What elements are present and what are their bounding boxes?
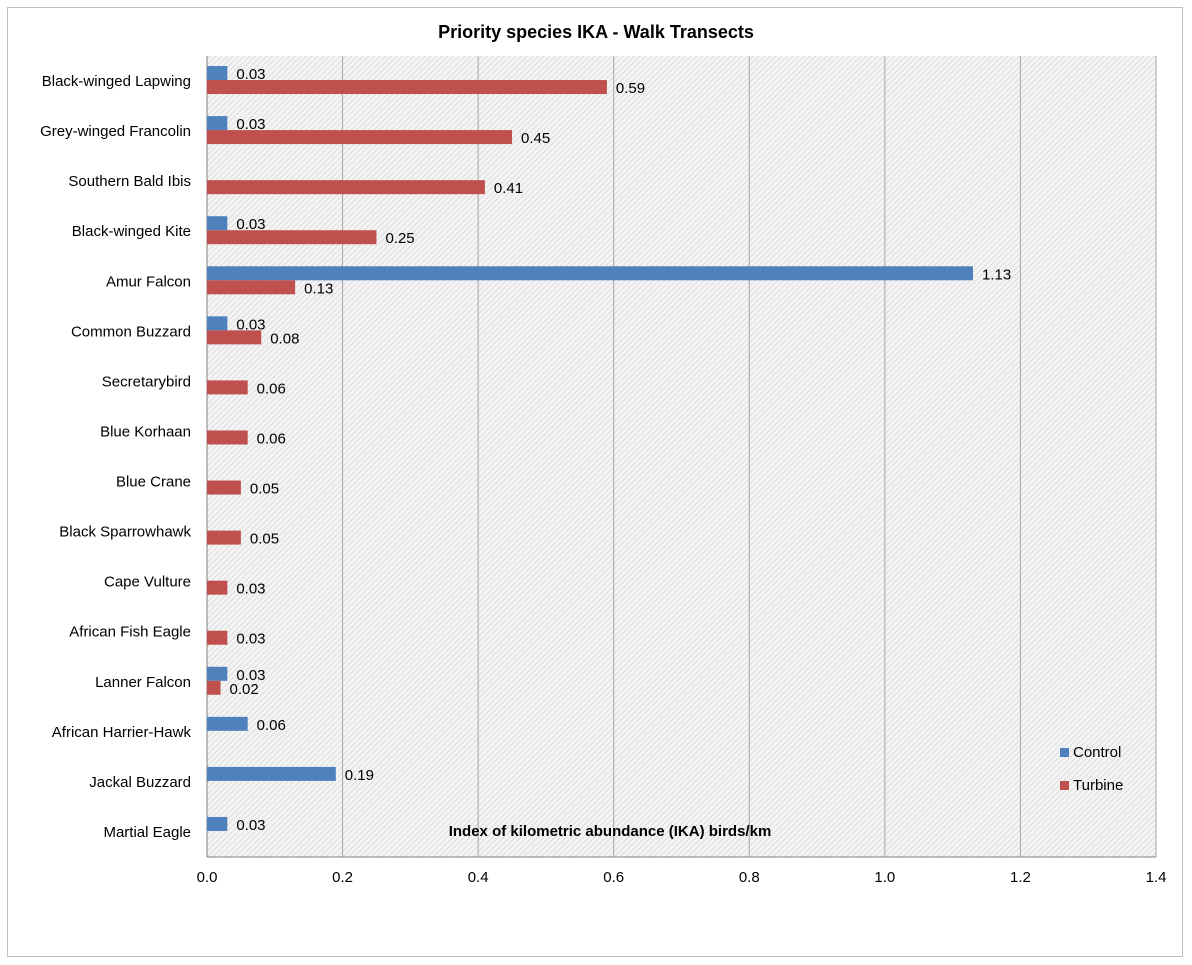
bar-turbine xyxy=(207,130,513,145)
data-label-control: 0.03 xyxy=(236,116,265,133)
data-label-control: 0.19 xyxy=(345,767,374,784)
data-label-turbine: 0.03 xyxy=(236,581,265,598)
bar-control xyxy=(207,666,228,681)
category-label: Blue Korhaan xyxy=(100,423,191,440)
bar-control xyxy=(207,816,228,831)
data-label-turbine: 0.02 xyxy=(230,681,259,698)
category-label: Lanner Falcon xyxy=(95,674,191,691)
data-label-turbine: 0.03 xyxy=(236,631,265,648)
category-label: Jackal Buzzard xyxy=(89,774,191,791)
legend: Control Turbine xyxy=(1060,744,1123,794)
legend-label-control: Control xyxy=(1073,744,1121,761)
chart-title: Priority species IKA - Walk Transects xyxy=(438,22,754,42)
data-label-control: 0.03 xyxy=(236,817,265,834)
bar-turbine xyxy=(207,630,228,645)
bar-control xyxy=(207,116,228,131)
legend-swatch-turbine xyxy=(1060,781,1069,790)
x-tick-label: 0.8 xyxy=(739,869,760,886)
data-label-turbine: 0.06 xyxy=(257,380,286,397)
bar-turbine xyxy=(207,480,241,495)
x-tick-label: 0.6 xyxy=(603,869,624,886)
bar-turbine xyxy=(207,180,485,195)
category-label: Black-winged Kite xyxy=(72,223,191,240)
x-axis-title: Index of kilometric abundance (IKA) bird… xyxy=(449,823,772,840)
category-label: Cape Vulture xyxy=(104,574,191,591)
category-label: African Fish Eagle xyxy=(69,624,191,641)
category-label: Grey-winged Francolin xyxy=(40,123,191,140)
bar-control xyxy=(207,66,228,81)
data-label-turbine: 0.08 xyxy=(270,330,299,347)
bar-turbine xyxy=(207,330,262,345)
bar-control xyxy=(207,716,248,731)
category-label: Common Buzzard xyxy=(71,323,191,340)
data-label-control: 0.03 xyxy=(236,316,265,333)
legend-swatch-control xyxy=(1060,748,1069,757)
data-label-turbine: 0.25 xyxy=(385,230,414,247)
data-label-turbine: 0.05 xyxy=(250,481,279,498)
bar-control xyxy=(207,216,228,231)
data-label-control: 0.03 xyxy=(236,216,265,233)
bar-turbine xyxy=(207,380,248,395)
bar-turbine xyxy=(207,680,221,695)
category-label: African Harrier-Hawk xyxy=(52,724,192,741)
category-label: Martial Eagle xyxy=(103,824,191,841)
data-label-control: 0.03 xyxy=(236,667,265,684)
bar-control xyxy=(207,766,336,781)
bar-turbine xyxy=(207,580,228,595)
x-tick-labels: 0.0 0.2 0.4 0.6 0.8 1.0 1.2 1.4 xyxy=(197,869,1167,886)
data-label-turbine: 0.45 xyxy=(521,130,550,147)
x-tick-label: 0.0 xyxy=(197,869,218,886)
data-label-control: 0.03 xyxy=(236,66,265,83)
x-tick-label: 0.2 xyxy=(332,869,353,886)
data-label-turbine: 0.41 xyxy=(494,180,523,197)
data-label-control: 0.06 xyxy=(257,717,286,734)
x-tick-label: 1.4 xyxy=(1146,869,1167,886)
category-label: Black Sparrowhawk xyxy=(59,524,191,541)
x-tick-label: 0.4 xyxy=(468,869,489,886)
bar-turbine xyxy=(207,230,377,245)
legend-label-turbine: Turbine xyxy=(1073,777,1123,794)
plot-area xyxy=(207,56,1156,857)
bar-turbine xyxy=(207,530,241,545)
category-label: Amur Falcon xyxy=(106,273,191,290)
bar-turbine xyxy=(207,430,248,445)
bar-turbine xyxy=(207,80,607,95)
data-label-turbine: 0.05 xyxy=(250,531,279,548)
category-label: Southern Bald Ibis xyxy=(68,173,191,190)
data-label-turbine: 0.59 xyxy=(616,80,645,97)
data-label-turbine: 0.13 xyxy=(304,280,333,297)
x-tick-label: 1.0 xyxy=(874,869,895,886)
data-label-turbine: 0.06 xyxy=(257,430,286,447)
data-labels: 0.03 0.59 0.03 0.45 0.41 0.03 0.25 1.13 0.13 0.03… xyxy=(230,66,1012,834)
data-label-control: 1.13 xyxy=(982,266,1011,283)
bars xyxy=(207,66,973,831)
category-label: Black-winged Lapwing xyxy=(42,73,191,90)
x-tick-label: 1.2 xyxy=(1010,869,1031,886)
category-label: Blue Crane xyxy=(116,474,191,491)
category-label: Secretarybird xyxy=(102,373,191,390)
bar-control xyxy=(207,316,228,331)
bar-turbine xyxy=(207,280,296,295)
bar-control xyxy=(207,266,973,281)
category-labels: Black-winged Lapwing Grey-winged Francoli… xyxy=(40,73,191,841)
